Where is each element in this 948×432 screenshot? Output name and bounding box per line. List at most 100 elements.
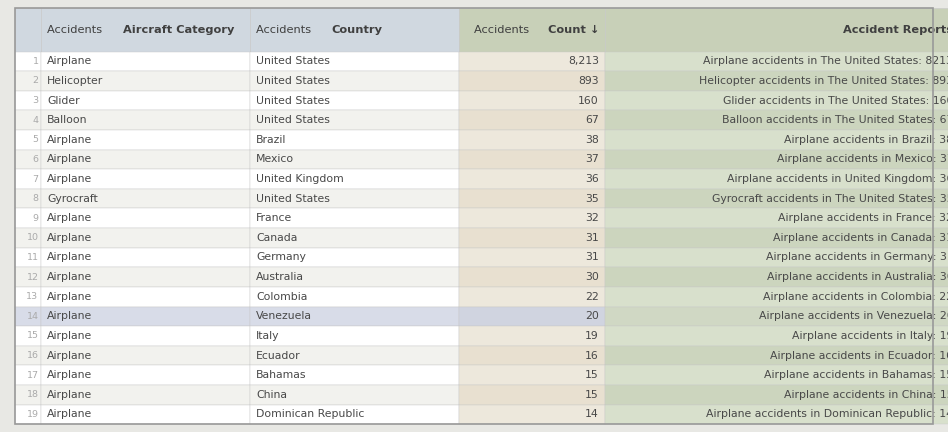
Bar xyxy=(250,130,460,149)
Text: Airplane: Airplane xyxy=(47,331,92,341)
Text: United States: United States xyxy=(256,95,330,105)
Text: Helicopter accidents in The United States: 893: Helicopter accidents in The United State… xyxy=(700,76,948,86)
Bar xyxy=(250,169,460,189)
Bar xyxy=(15,228,42,248)
Text: Airplane accidents in Italy: 19: Airplane accidents in Italy: 19 xyxy=(792,331,948,341)
Bar xyxy=(15,189,42,208)
Text: 15: 15 xyxy=(27,331,39,340)
Bar xyxy=(15,8,42,51)
Text: 37: 37 xyxy=(585,154,599,165)
Text: United Kingdom: United Kingdom xyxy=(256,174,344,184)
Bar xyxy=(605,208,948,228)
Bar xyxy=(15,287,42,307)
Text: 31: 31 xyxy=(585,233,599,243)
Text: Accidents: Accidents xyxy=(256,25,315,35)
Bar xyxy=(42,71,250,91)
Bar xyxy=(605,405,948,424)
Text: 30: 30 xyxy=(585,272,599,282)
Text: 67: 67 xyxy=(585,115,599,125)
Text: Airplane accidents in France: 32: Airplane accidents in France: 32 xyxy=(778,213,948,223)
Bar xyxy=(605,149,948,169)
Text: 4: 4 xyxy=(32,116,39,125)
Text: 160: 160 xyxy=(578,95,599,105)
Bar xyxy=(15,346,42,365)
Bar xyxy=(250,365,460,385)
Bar xyxy=(42,110,250,130)
Text: Ecuador: Ecuador xyxy=(256,350,301,361)
Bar xyxy=(460,307,605,326)
Bar xyxy=(460,365,605,385)
Bar xyxy=(250,149,460,169)
Text: United States: United States xyxy=(256,76,330,86)
Bar xyxy=(605,326,948,346)
Text: 893: 893 xyxy=(578,76,599,86)
Bar xyxy=(460,405,605,424)
Bar xyxy=(250,326,460,346)
Bar xyxy=(460,110,605,130)
Text: Airplane: Airplane xyxy=(47,56,92,66)
Bar xyxy=(15,51,42,71)
Text: Bahamas: Bahamas xyxy=(256,370,306,380)
Bar xyxy=(15,405,42,424)
Text: Helicopter: Helicopter xyxy=(47,76,103,86)
Text: 14: 14 xyxy=(27,312,39,321)
Bar xyxy=(605,110,948,130)
Text: Balloon accidents in The United States: 67: Balloon accidents in The United States: … xyxy=(722,115,948,125)
Text: Airplane: Airplane xyxy=(47,410,92,419)
Text: Airplane accidents in Ecuador: 16: Airplane accidents in Ecuador: 16 xyxy=(771,350,948,361)
Bar xyxy=(42,346,250,365)
Bar xyxy=(42,8,250,51)
Text: Italy: Italy xyxy=(256,331,280,341)
Text: Airplane accidents in Canada: 31: Airplane accidents in Canada: 31 xyxy=(774,233,948,243)
Bar xyxy=(15,110,42,130)
Bar xyxy=(42,228,250,248)
Text: Airplane: Airplane xyxy=(47,135,92,145)
Bar xyxy=(605,169,948,189)
Bar xyxy=(250,8,460,51)
Bar xyxy=(605,130,948,149)
Text: Accidents: Accidents xyxy=(47,25,106,35)
Text: Airplane accidents in United Kingdom: 36: Airplane accidents in United Kingdom: 36 xyxy=(727,174,948,184)
Text: 8: 8 xyxy=(32,194,39,203)
Text: 9: 9 xyxy=(32,214,39,223)
Text: Airplane: Airplane xyxy=(47,213,92,223)
Text: Airplane: Airplane xyxy=(47,174,92,184)
Text: 16: 16 xyxy=(27,351,39,360)
Text: Country: Country xyxy=(332,25,383,35)
Text: Mexico: Mexico xyxy=(256,154,294,165)
Text: Gyrocraft: Gyrocraft xyxy=(47,194,98,203)
Text: Airplane accidents in Brazil: 38: Airplane accidents in Brazil: 38 xyxy=(784,135,948,145)
Bar xyxy=(460,346,605,365)
Text: Colombia: Colombia xyxy=(256,292,307,302)
Text: Canada: Canada xyxy=(256,233,298,243)
Text: 20: 20 xyxy=(585,311,599,321)
Text: Airplane: Airplane xyxy=(47,233,92,243)
Bar xyxy=(605,228,948,248)
Bar xyxy=(605,8,948,51)
Bar xyxy=(460,326,605,346)
Bar xyxy=(42,267,250,287)
Text: Airplane: Airplane xyxy=(47,292,92,302)
Bar xyxy=(605,365,948,385)
Bar xyxy=(15,365,42,385)
Text: Airplane accidents in Dominican Republic: 14: Airplane accidents in Dominican Republic… xyxy=(706,410,948,419)
Text: 15: 15 xyxy=(585,390,599,400)
Bar xyxy=(42,208,250,228)
Text: France: France xyxy=(256,213,292,223)
Text: Glider accidents in The United States: 160: Glider accidents in The United States: 1… xyxy=(722,95,948,105)
Text: 3: 3 xyxy=(32,96,39,105)
Bar xyxy=(42,91,250,110)
Text: 10: 10 xyxy=(27,233,39,242)
Text: Airplane accidents in Australia: 30: Airplane accidents in Australia: 30 xyxy=(767,272,948,282)
Text: Airplane: Airplane xyxy=(47,370,92,380)
Text: Airplane: Airplane xyxy=(47,154,92,165)
Bar xyxy=(15,71,42,91)
Bar xyxy=(42,51,250,71)
Text: Airplane accidents in China: 15: Airplane accidents in China: 15 xyxy=(784,390,948,400)
Text: 22: 22 xyxy=(585,292,599,302)
Text: United States: United States xyxy=(256,56,330,66)
Text: 18: 18 xyxy=(27,390,39,399)
Bar xyxy=(460,248,605,267)
Text: 7: 7 xyxy=(32,175,39,184)
Bar xyxy=(460,130,605,149)
